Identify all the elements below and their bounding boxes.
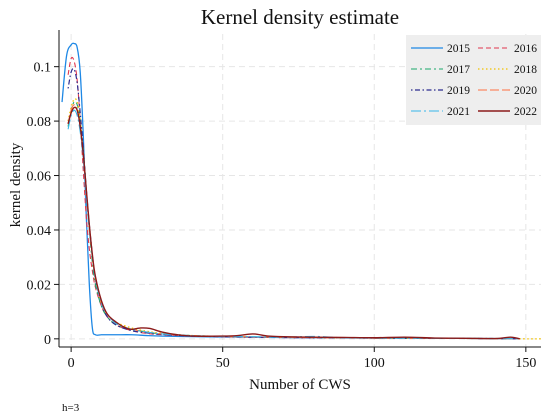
legend-box: [406, 35, 541, 125]
y-tick-label-3: 0.06: [27, 170, 52, 185]
grid: [59, 34, 541, 347]
y-axis-label: kernel density: [8, 142, 24, 227]
series-lines: [61, 42, 542, 340]
tick-labels: 0 0.02 0.04 0.06 0.08 0.1 0 50 100 150: [27, 61, 537, 371]
x-tick-label-3: 150: [515, 356, 536, 371]
legend-label-2019: 2019: [447, 85, 470, 97]
chart-title: Kernel density estimate: [201, 5, 399, 29]
legend-label-2015: 2015: [447, 43, 470, 55]
x-tick-label-1: 50: [216, 356, 230, 371]
y-tick-label-0: 0: [44, 333, 51, 348]
y-tick-label-4: 0.08: [27, 115, 52, 130]
y-tick-label-5: 0.1: [34, 61, 52, 76]
x-tick-label-0: 0: [68, 356, 75, 371]
series-line-2018: [67, 98, 542, 340]
legend-label-2017: 2017: [447, 64, 470, 76]
series-line-2022: [67, 106, 520, 340]
x-tick-label-2: 100: [364, 356, 385, 371]
legend-label-2022: 2022: [514, 106, 537, 118]
y-tick-label-1: 0.02: [27, 278, 52, 293]
legend-label-2020: 2020: [514, 85, 537, 97]
x-axis-label: Number of CWS: [249, 377, 351, 393]
legend: 2015 2016 2017 2018 2019 2020 2021 2022: [406, 35, 541, 125]
legend-label-2016: 2016: [514, 43, 537, 55]
axes: [58, 30, 541, 348]
legend-label-2021: 2021: [447, 106, 470, 118]
legend-label-2018: 2018: [514, 64, 537, 76]
bandwidth-note: h=3: [62, 402, 80, 414]
y-tick-label-2: 0.04: [27, 224, 52, 239]
series-line-2021: [67, 109, 520, 340]
series-line-2017: [67, 101, 520, 340]
series-line-2020: [67, 104, 520, 340]
